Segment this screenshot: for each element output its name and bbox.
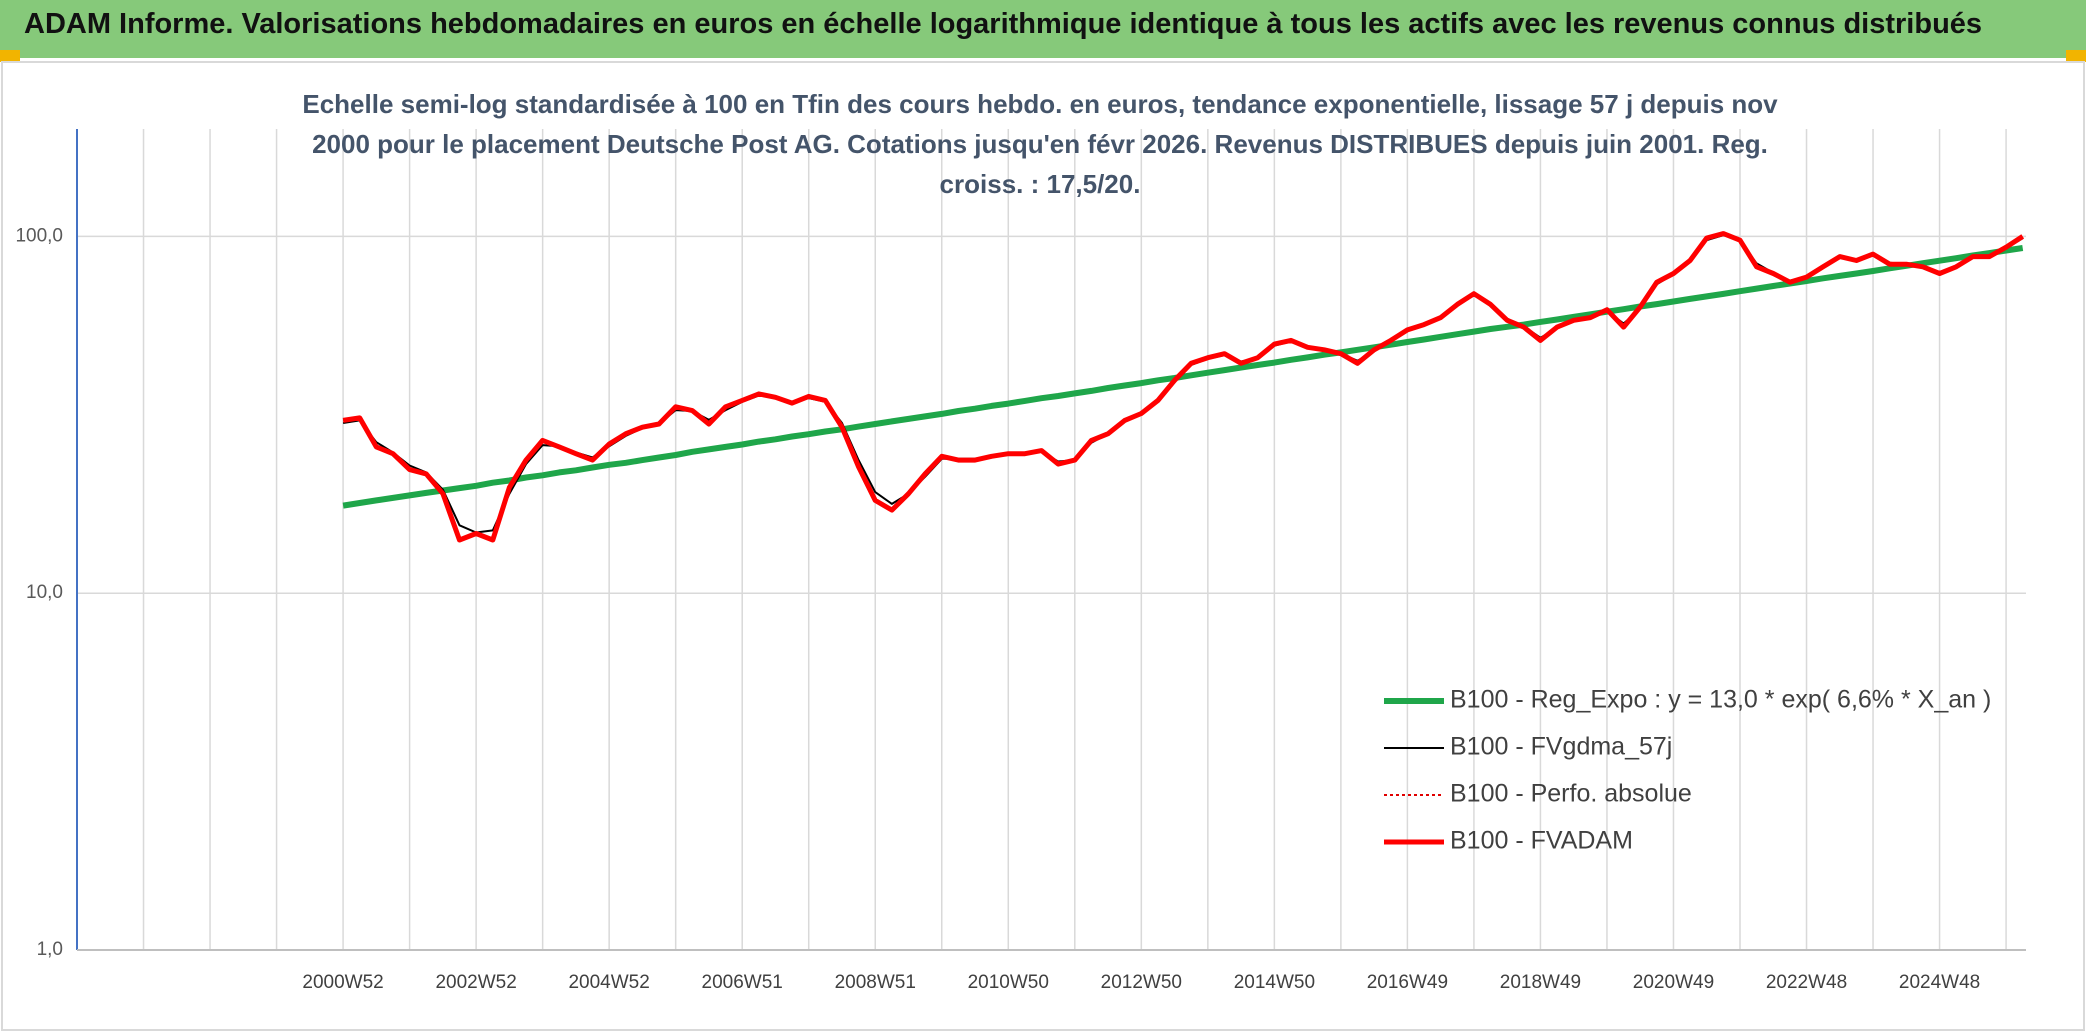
y-tick-label: 1,0	[37, 939, 63, 960]
x-tick-label: 2022W48	[1766, 972, 1847, 993]
chart-title: ADAM Informe. Valorisations hebdomadaire…	[24, 8, 1983, 40]
x-tick-label: 2018W49	[1500, 972, 1581, 993]
series-line	[342, 232, 2024, 541]
x-tick-label: 2020W49	[1633, 972, 1714, 993]
legend-label: B100 - Reg_Expo : y = 13,0 * exp( 6,6% *…	[1450, 686, 1991, 714]
legend-label: B100 - FVgdma_57j	[1450, 733, 1672, 761]
legend-label: B100 - Perfo. absolue	[1450, 780, 1692, 808]
x-tick-label: 2024W48	[1899, 972, 1980, 993]
y-tick-label: 10,0	[26, 582, 63, 603]
x-tick-label: 2002W52	[435, 972, 516, 993]
x-tick-label: 2004W52	[568, 972, 649, 993]
series-line	[342, 245, 2024, 509]
x-tick-label: 2006W51	[702, 972, 783, 993]
series-line	[342, 234, 2024, 534]
x-tick-label: 2010W50	[968, 972, 1049, 993]
x-tick-label: 2014W50	[1234, 972, 1315, 993]
corner	[2066, 50, 2086, 62]
legend-label: B100 - FVADAM	[1450, 827, 1633, 855]
header-bar: ADAM Informe. Valorisations hebdomadaire…	[0, 0, 2086, 58]
corner	[0, 50, 20, 62]
x-tick-label: 2016W49	[1367, 972, 1448, 993]
x-tick-label: 2008W51	[835, 972, 916, 993]
x-tick-label: 2000W52	[302, 972, 383, 993]
chart-subtitle: Echelle semi-log standardisée à 100 en T…	[302, 89, 1778, 199]
y-tick-label: 100,0	[15, 225, 63, 246]
chart-border	[1, 61, 2085, 1031]
series-line	[342, 231, 2025, 543]
x-tick-label: 2012W50	[1101, 972, 1182, 993]
